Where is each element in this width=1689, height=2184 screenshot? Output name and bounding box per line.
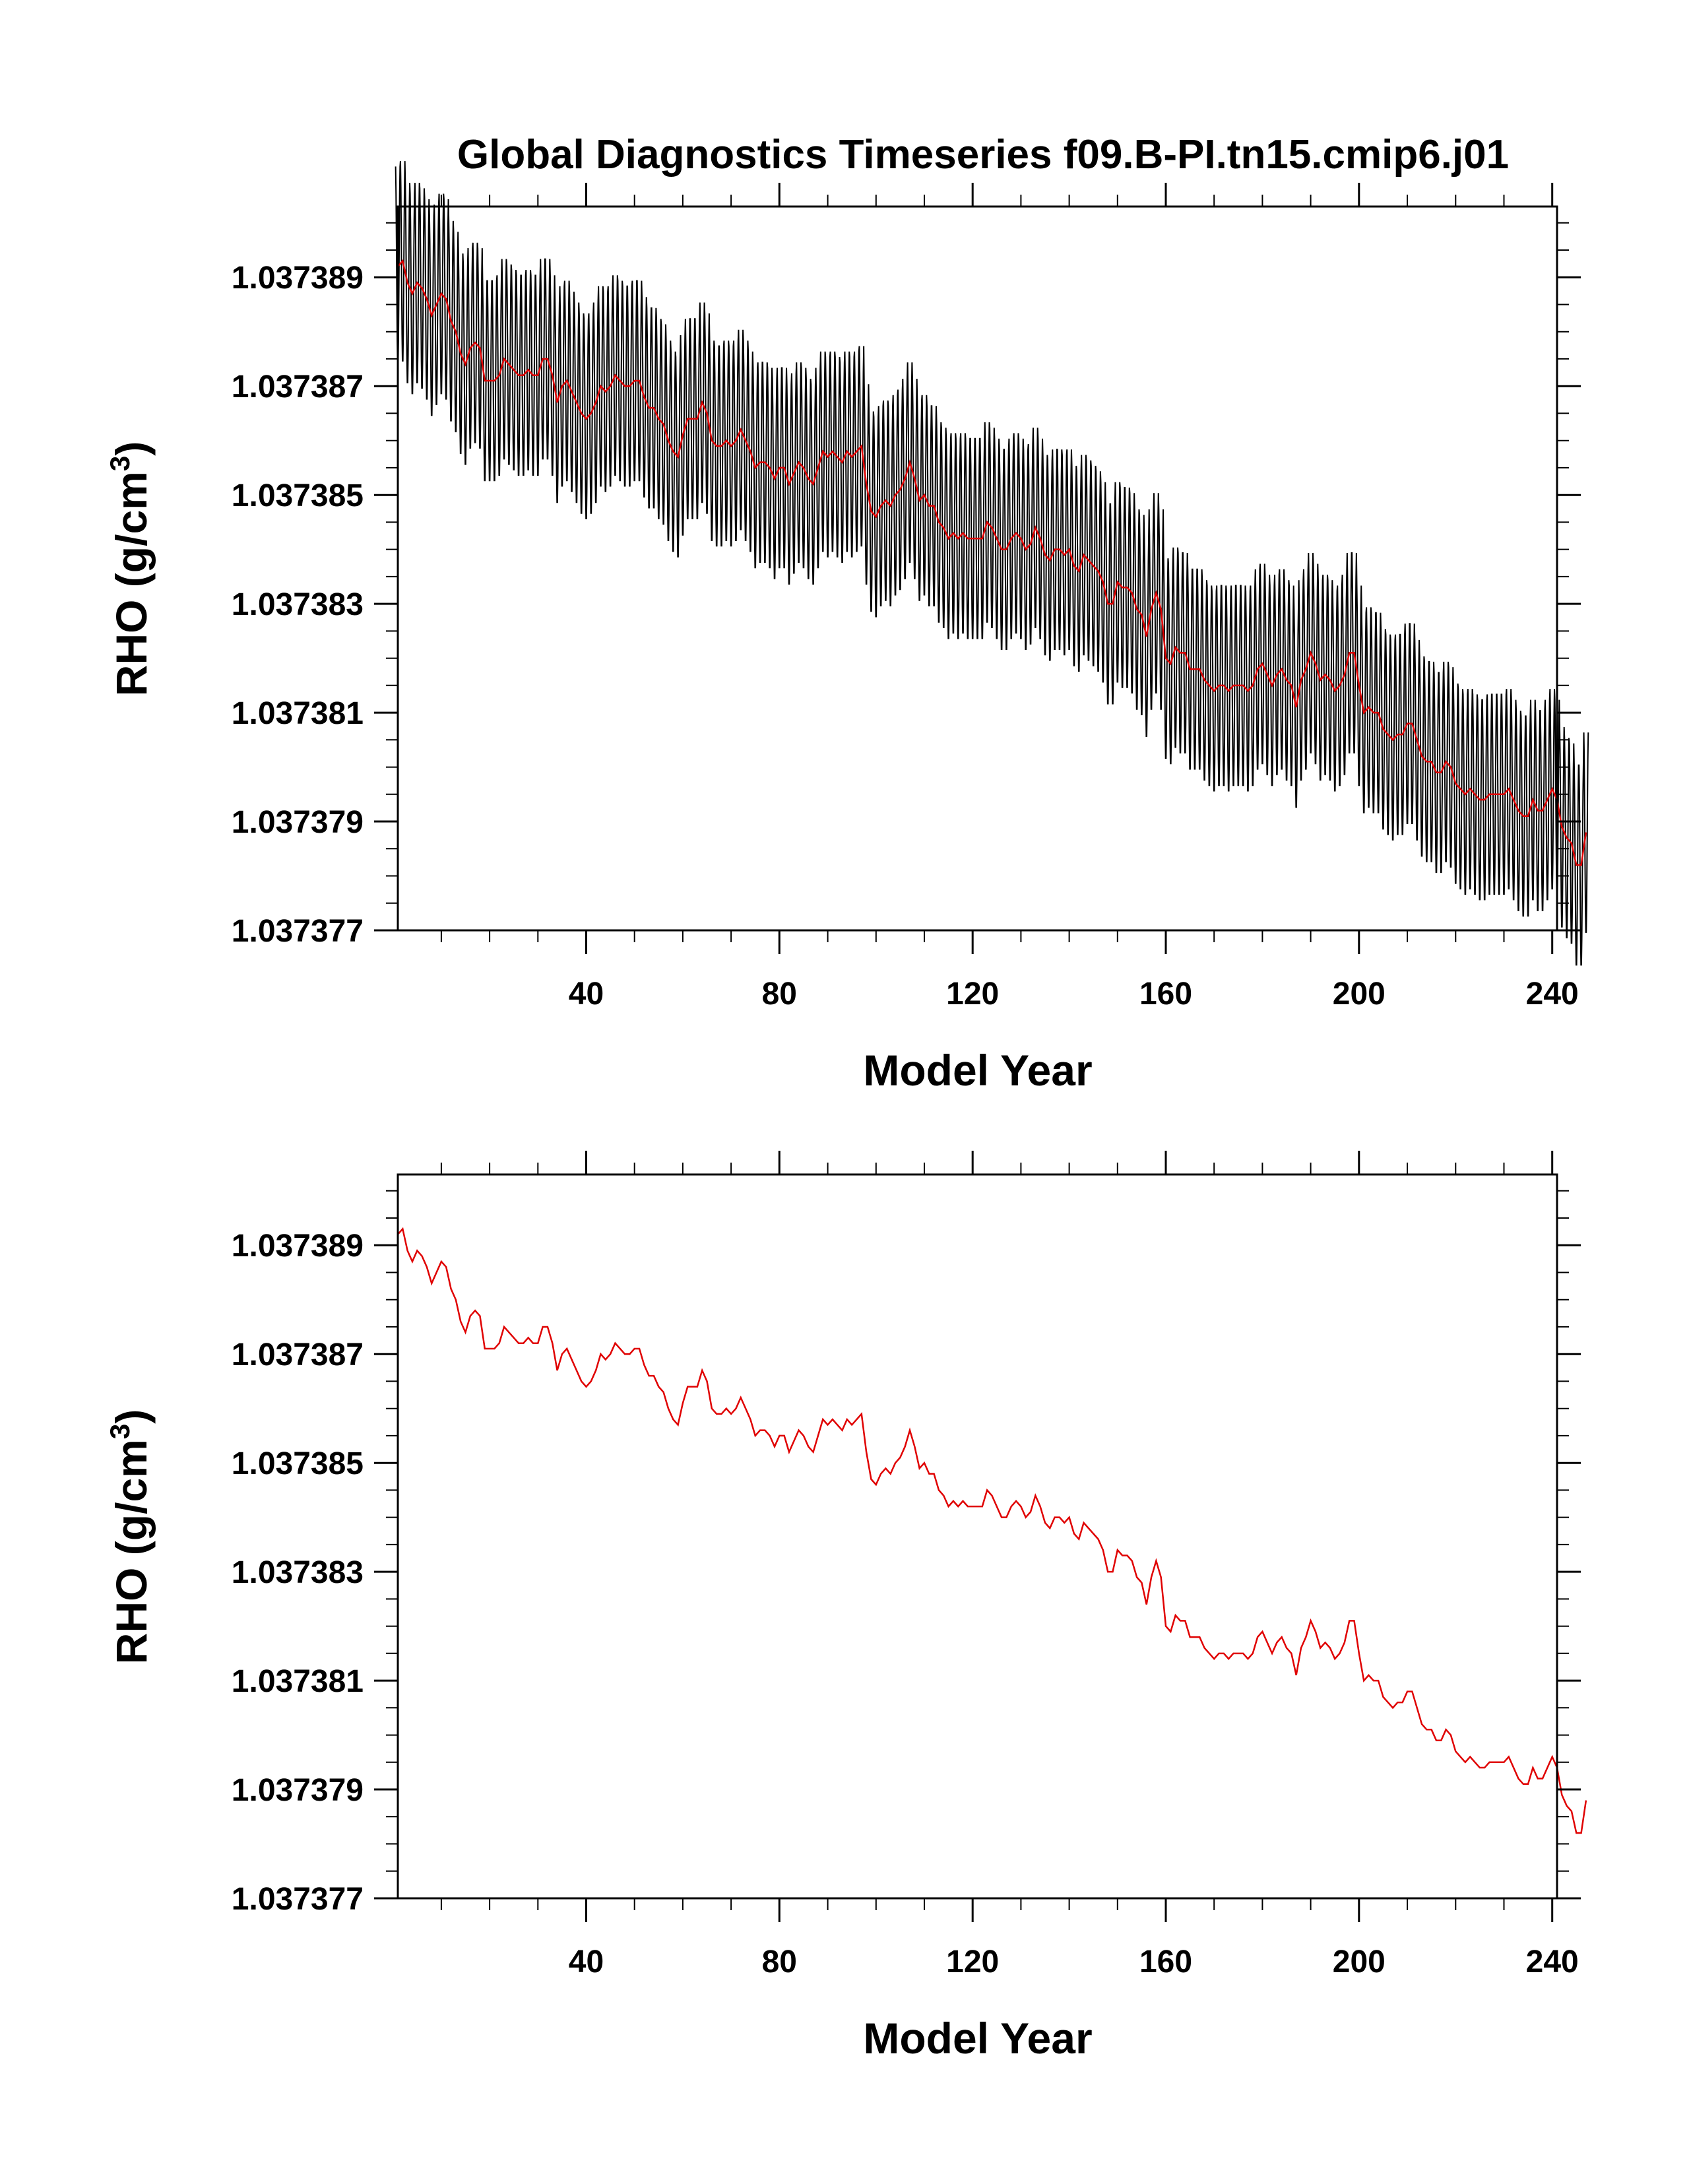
plot-area: [395, 161, 1589, 966]
timeseries-panel-monthly: 1.037377 1.037379 1.037381 1.037383 1.037385…: [104, 161, 1589, 1095]
plot-frame: [397, 1173, 1558, 1900]
x-tick-label: 80: [762, 977, 797, 1012]
x-axis-label: Model Year: [863, 1046, 1092, 1095]
x-tick-label: 240: [1526, 977, 1579, 1012]
y-tick-label: 1.037383: [232, 1555, 364, 1590]
y-tick-label: 1.037377: [232, 914, 364, 949]
y-axis-label-superscript: 3: [104, 1424, 135, 1439]
y-tick-label: 1.037387: [232, 369, 364, 404]
y-tick-labels: 1.037377 1.037379 1.037381 1.037383 1.037385…: [232, 261, 364, 949]
axis-ticks: [374, 1151, 1581, 1922]
y-tick-label: 1.037389: [232, 261, 364, 296]
x-tick-label: 200: [1333, 1944, 1386, 1979]
chart-title: Global Diagnostics Timeseries f09.B-PI.t…: [457, 132, 1509, 177]
y-axis-label-close: ): [107, 1409, 156, 1424]
y-tick-label: 1.037383: [232, 587, 364, 622]
y-axis-label-main: RHO (g/cm: [107, 471, 156, 696]
x-tick-label: 120: [946, 1944, 999, 1979]
x-axis-label: Model Year: [863, 2014, 1092, 2063]
y-tick-label: 1.037381: [232, 1664, 364, 1699]
plot-area: [397, 1227, 1587, 1834]
x-tick-labels: 40 80 120 160 200 240: [569, 1944, 1579, 1979]
y-tick-label: 1.037385: [232, 478, 364, 513]
x-tick-label: 40: [569, 1944, 604, 1979]
y-tick-label: 1.037381: [232, 696, 364, 731]
axis-ticks: [374, 183, 1581, 954]
annual-series-line: [397, 259, 1587, 866]
x-tick-label: 120: [946, 977, 999, 1012]
x-tick-label: 40: [569, 977, 604, 1012]
y-axis-label-superscript: 3: [104, 456, 135, 471]
y-axis-label-main: RHO (g/cm: [107, 1439, 156, 1664]
y-tick-label: 1.037377: [232, 1882, 364, 1917]
monthly-series-line: [395, 161, 1589, 966]
y-tick-label: 1.037379: [232, 805, 364, 840]
y-axis-label-close: ): [107, 441, 156, 456]
y-axis-label: RHO (g/cm3): [104, 1409, 156, 1664]
x-tick-label: 160: [1139, 977, 1192, 1012]
x-tick-label: 200: [1333, 977, 1386, 1012]
timeseries-panel-annual: 1.037377 1.037379 1.037381 1.037383 1.037385…: [104, 1151, 1587, 2063]
x-tick-label: 80: [762, 1944, 797, 1979]
x-tick-label: 240: [1526, 1944, 1579, 1979]
x-tick-labels: 40 80 120 160 200 240: [569, 977, 1579, 1012]
y-tick-label: 1.037385: [232, 1446, 364, 1481]
y-axis-label: RHO (g/cm3): [104, 441, 156, 696]
y-tick-label: 1.037379: [232, 1773, 364, 1808]
y-tick-label: 1.037387: [232, 1337, 364, 1372]
plot-frame: [397, 205, 1558, 932]
y-tick-label: 1.037389: [232, 1229, 364, 1264]
annual-series-line: [397, 1227, 1587, 1834]
x-tick-label: 160: [1139, 1944, 1192, 1979]
y-tick-labels: 1.037377 1.037379 1.037381 1.037383 1.037385…: [232, 1229, 364, 1917]
